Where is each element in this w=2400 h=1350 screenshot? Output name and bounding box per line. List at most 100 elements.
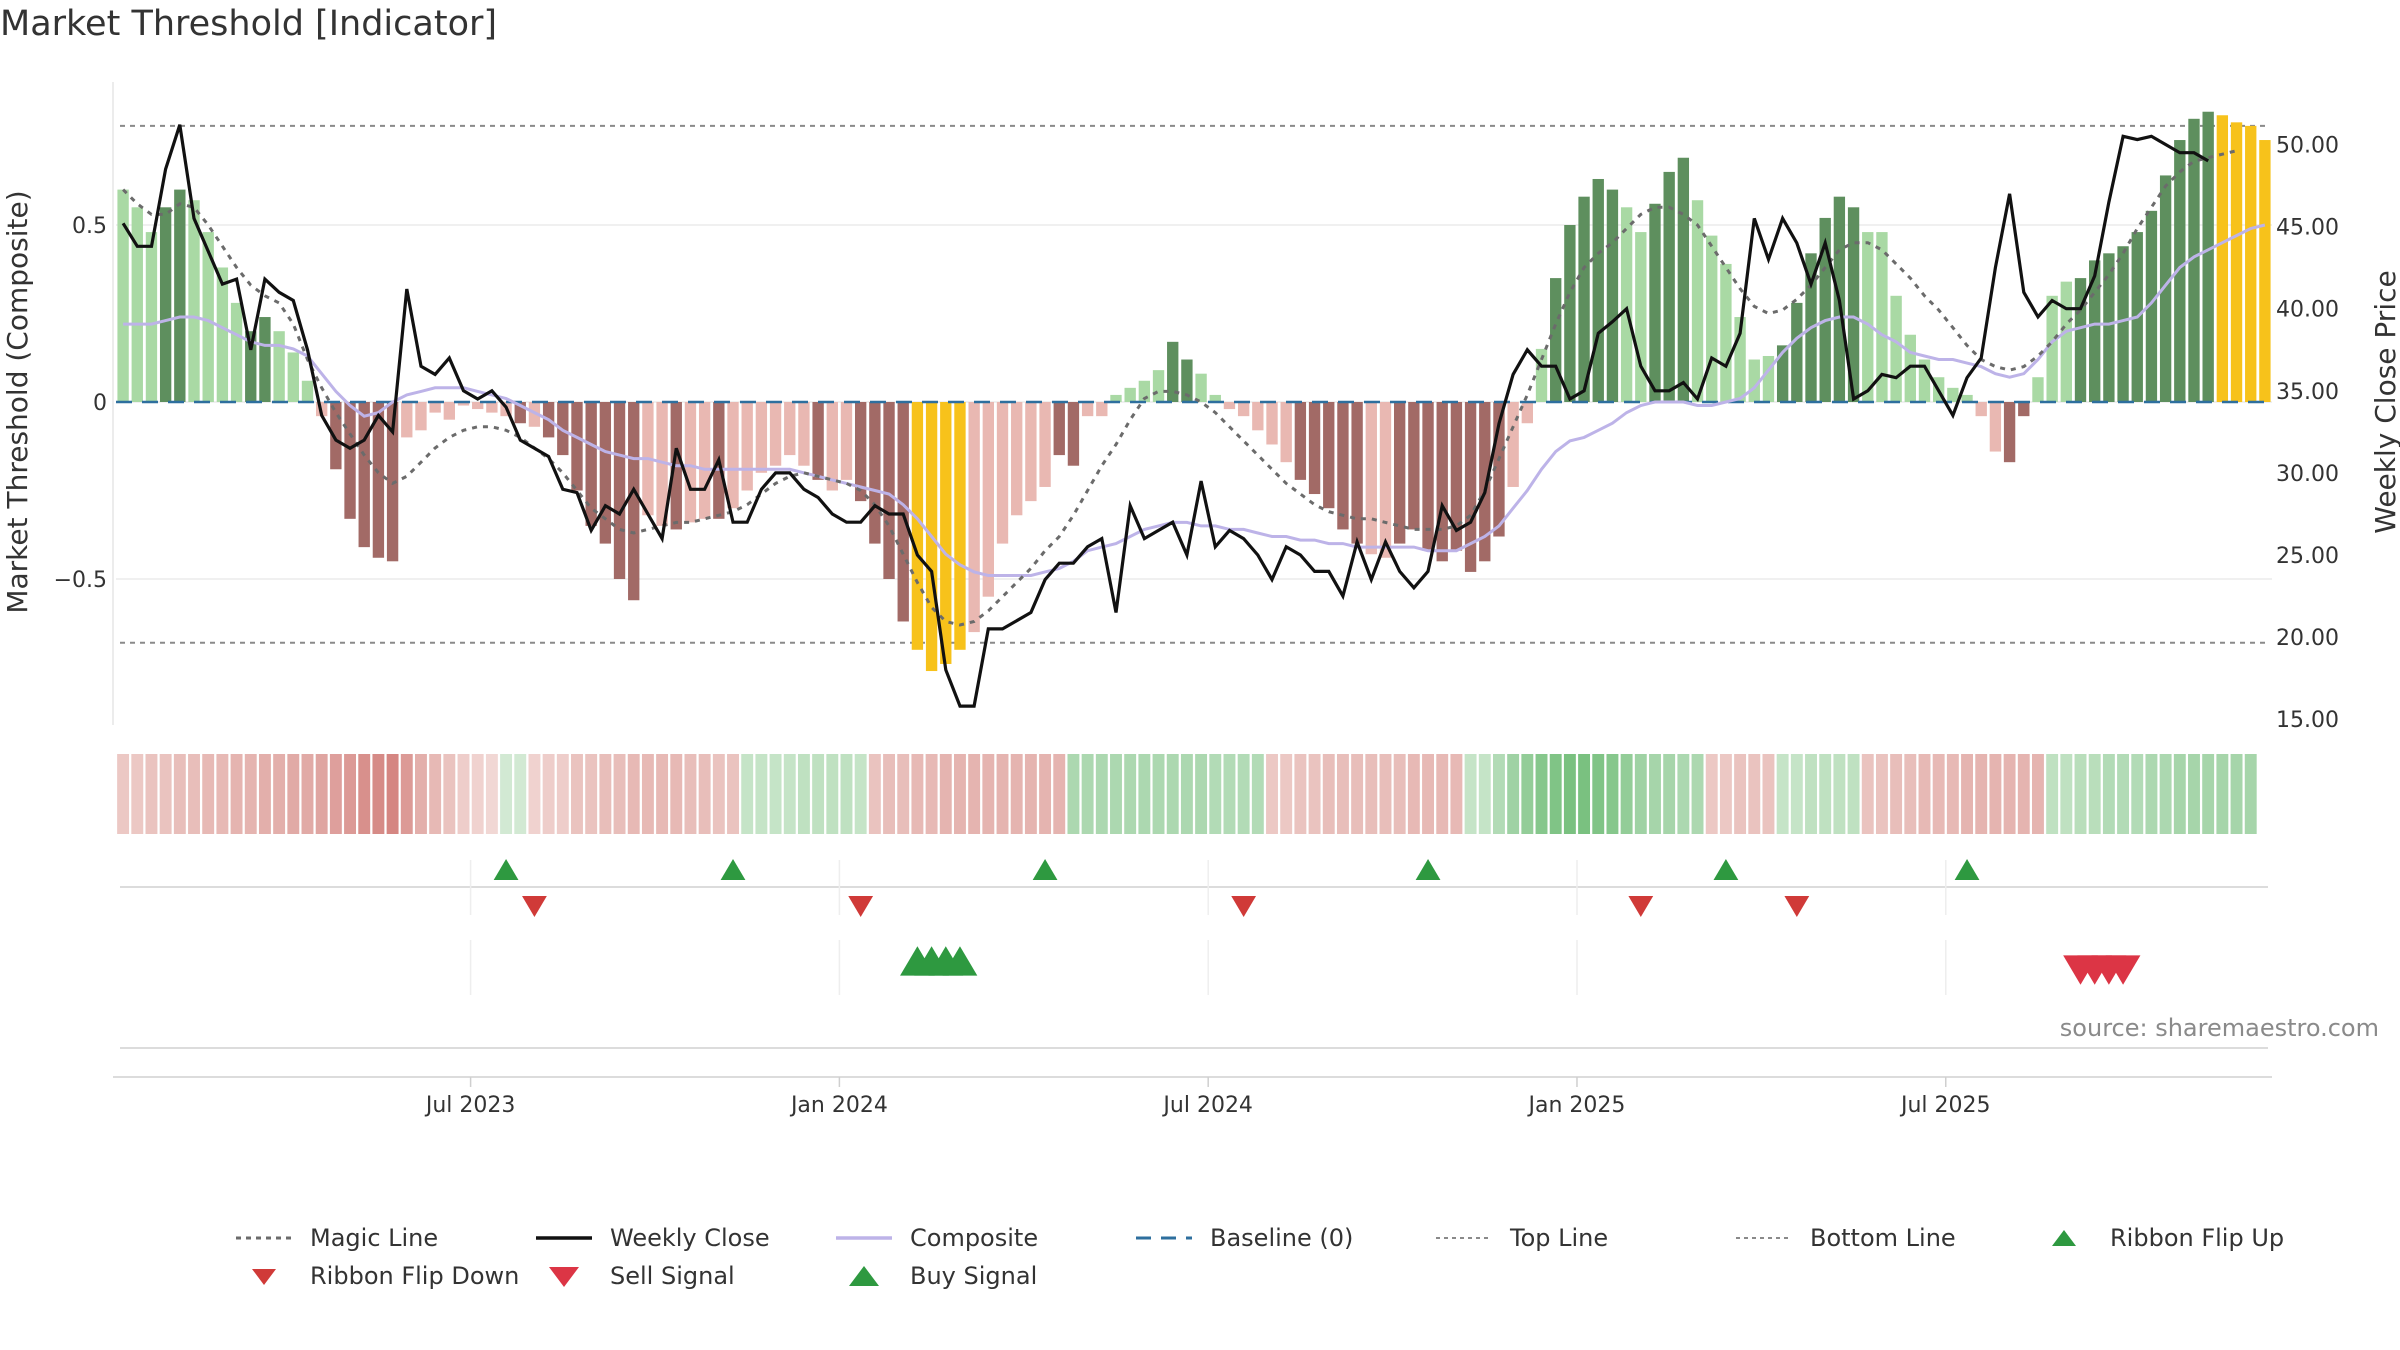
ribbon-cell: [1861, 754, 1874, 834]
ribbon-cell: [599, 754, 612, 834]
ribbon-cell: [429, 754, 442, 834]
ribbon-cell: [1521, 754, 1534, 834]
y-tick-label: 0.5: [72, 214, 107, 239]
ribbon-cell: [258, 754, 271, 834]
composite-bar: [1110, 394, 1122, 402]
weekly-close-line: [121, 124, 2210, 708]
composite-bar: [784, 402, 796, 456]
composite-bar: [1762, 355, 1775, 402]
composite-bar: [1521, 402, 1534, 424]
ribbon-cell: [826, 754, 839, 834]
ribbon-cell: [1138, 754, 1151, 834]
composite-bar: [1294, 402, 1307, 480]
ribbon-cell: [954, 754, 966, 834]
ribbon-cell: [344, 754, 356, 834]
composite-bar: [2188, 118, 2200, 403]
ribbon-cell: [2202, 754, 2215, 834]
ribbon-cell: [1563, 754, 1576, 834]
ribbon-cell: [2088, 754, 2101, 834]
x-axis: Jul 2023 Jan 2024 Jul 2024 Jan 2025 Jul 2025: [113, 1076, 2272, 1118]
ribbon-cell: [1152, 754, 1165, 834]
ribbon-cell: [556, 754, 569, 834]
ribbon-cell: [883, 754, 895, 834]
ribbon-cell: [1223, 754, 1236, 834]
composite-bar: [2145, 210, 2158, 402]
source-note: source: sharemaestro.com: [2059, 1014, 2379, 1042]
composite-bar: [145, 232, 158, 402]
ribbon-cell: [1351, 754, 1364, 834]
ribbon-cell: [897, 754, 910, 834]
ribbon-cell: [1166, 754, 1179, 834]
ribbon-cell: [1975, 754, 1988, 834]
ribbon-cell: [301, 754, 314, 834]
ribbon-cell: [1904, 754, 1917, 834]
ribbon-cell: [1620, 754, 1633, 834]
composite-bar: [216, 267, 229, 402]
composite-bar: [840, 402, 853, 480]
ribbon-flip-up-marker: [493, 859, 519, 880]
composite-bar: [1237, 402, 1250, 417]
ribbon-cell: [1776, 754, 1789, 834]
composite-bar: [1365, 402, 1377, 555]
ribbon-cell: [1578, 754, 1591, 834]
composite-bar: [528, 402, 541, 427]
ribbon-cell: [2017, 754, 2030, 834]
ribbon-cell: [1805, 754, 1817, 834]
ribbon-cell: [698, 754, 711, 834]
y2-axis-title: Weekly Close Price: [2369, 270, 2400, 533]
ribbon-cell: [1308, 754, 1321, 834]
ribbon-cell: [641, 754, 654, 834]
composite-bar: [1379, 402, 1392, 558]
ribbon-cell: [1663, 754, 1676, 834]
composite-bar: [1989, 402, 2002, 452]
composite-bar: [1975, 402, 1987, 417]
composite-bar: [1408, 402, 1420, 530]
ribbon-cell: [1209, 754, 1222, 834]
ribbon-flip-down-marker: [848, 896, 874, 917]
ribbon-cell: [244, 754, 257, 834]
composite-bar: [1436, 402, 1448, 562]
ribbon-cell: [656, 754, 669, 834]
ribbon-cell: [1266, 754, 1278, 834]
composite-bar: [812, 402, 824, 480]
ribbon-cell: [1081, 754, 1094, 834]
chart-title: Market Threshold [Indicator]: [0, 4, 498, 44]
composite-bar: [769, 402, 782, 466]
composite-bars: [117, 111, 2271, 672]
composite-bar: [1862, 232, 1874, 402]
composite-bar: [415, 402, 427, 431]
ribbon-cell: [1819, 754, 1832, 834]
ribbon-cell: [755, 754, 768, 834]
composite-bar: [1450, 402, 1463, 551]
ribbon-cell: [145, 754, 158, 834]
ribbon-cell: [1592, 754, 1605, 834]
ribbon-cell: [727, 754, 739, 834]
composite-bar: [230, 302, 243, 402]
ribbon-cell: [1110, 754, 1122, 834]
composite-bar: [1564, 225, 1576, 402]
ribbon-cell: [2188, 754, 2200, 834]
ribbon-cell: [1422, 754, 1434, 834]
ribbon-cell: [400, 754, 413, 834]
ribbon-cell: [542, 754, 555, 834]
composite-bar: [514, 402, 526, 424]
composite-bar: [2245, 125, 2257, 402]
composite-bar: [826, 402, 838, 491]
composite-bar: [1592, 178, 1604, 402]
composite-bar: [2117, 246, 2129, 402]
composite-bar: [202, 232, 214, 402]
ribbon-cell: [372, 754, 385, 834]
composite-bar: [1209, 394, 1221, 402]
composite-bar: [1578, 196, 1590, 402]
composite-bar: [1393, 402, 1406, 544]
ribbon-cell: [329, 754, 342, 834]
ribbon-cell: [2074, 754, 2087, 834]
composite-bar: [472, 402, 484, 410]
ribbon-cell: [1493, 754, 1505, 834]
composite-bar: [1677, 157, 1690, 402]
composite-bar: [159, 207, 172, 402]
composite-bar: [1323, 402, 1335, 509]
composite-bar: [259, 317, 271, 402]
composite-bar: [1961, 394, 1973, 402]
ribbon-cell: [968, 754, 981, 834]
